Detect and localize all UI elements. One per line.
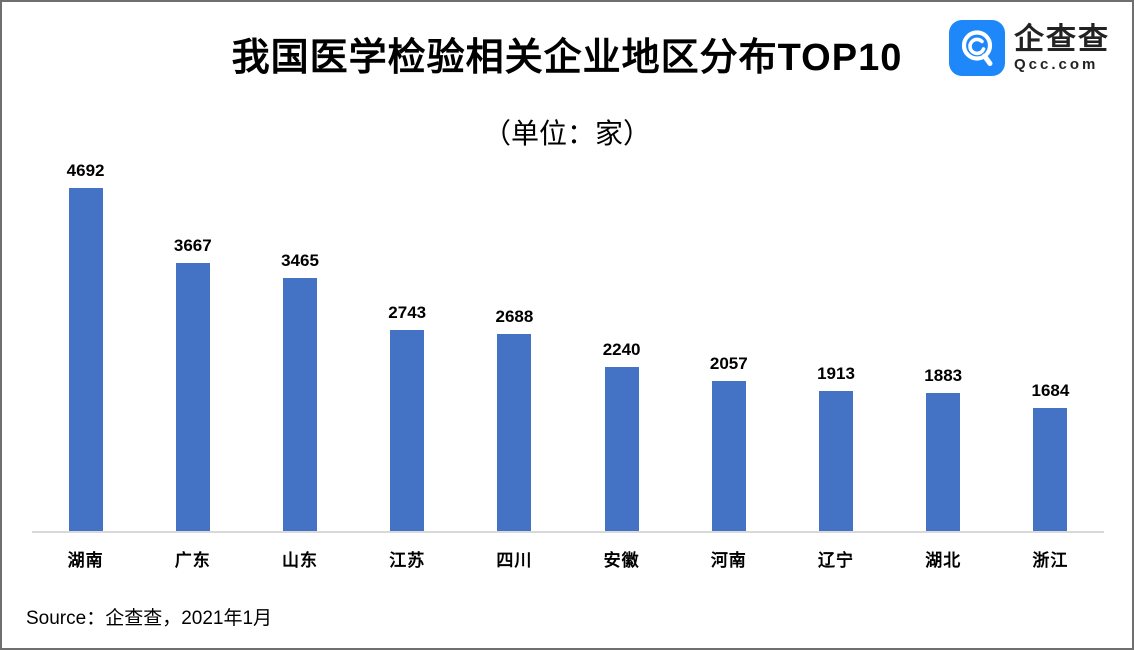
bar-value-label: 2057	[709, 354, 748, 373]
plot-area: 4692 3667 3465 2743 2688 2240 2057 1913 1883 1684	[32, 161, 1104, 533]
x-axis-label: 江苏	[389, 551, 426, 570]
bar-column-河南: 2057	[675, 188, 782, 531]
bar-column-山东: 3465	[246, 188, 353, 531]
x-axis-labels: 湖南 广东 山东 江苏 四川 安徽 河南 辽宁 湖北 浙江	[32, 546, 1104, 571]
x-axis-label: 山东	[282, 551, 318, 570]
bar-value-label: 4692	[66, 161, 105, 180]
qcc-logo: 企查查 Qcc.com	[949, 20, 1110, 76]
bar-value-label: 3465	[281, 251, 319, 270]
x-axis-label: 湖北	[925, 551, 962, 570]
bar-column-安徽: 2240	[568, 188, 675, 531]
x-axis-label: 广东	[174, 551, 211, 570]
x-axis-label: 湖南	[67, 551, 104, 570]
x-axis-label: 辽宁	[818, 551, 855, 570]
bar	[390, 330, 425, 531]
bar	[604, 367, 639, 531]
qcc-magnifier-icon	[949, 20, 1005, 76]
source-text: Source：企查查，2021年1月	[26, 608, 273, 629]
bar	[175, 263, 210, 531]
bar-column-辽宁: 1913	[782, 188, 889, 531]
bar-value-label: 3667	[173, 236, 212, 255]
chart-footer: Source：企查查，2021年1月	[26, 603, 272, 630]
bar-value-label: 1684	[1031, 381, 1070, 400]
x-axis-label: 安徽	[603, 551, 640, 570]
bar	[283, 278, 317, 531]
bar	[68, 188, 103, 531]
bar-column-浙江: 1684	[997, 188, 1104, 531]
qcc-logo-text: 企查查 Qcc.com	[1014, 23, 1110, 74]
bar-column-广东: 3667	[139, 188, 246, 531]
qcc-logo-domain: Qcc.com	[1014, 55, 1099, 73]
bar-value-label: 2240	[602, 340, 641, 359]
bar	[819, 391, 854, 531]
x-axis-label: 浙江	[1032, 551, 1069, 570]
x-axis-label: 四川	[496, 551, 533, 570]
bar-value-label: 1883	[924, 366, 963, 385]
bar	[1033, 408, 1068, 531]
bar	[497, 334, 532, 531]
chart-header: 我国医学检验相关企业地区分布TOP10 企查查 Qcc.com	[2, 2, 1132, 98]
bar-column-湖北: 1883	[890, 188, 997, 531]
page-title: 我国医学检验相关企业地区分布TOP10	[231, 37, 903, 79]
bar-value-label: 1913	[817, 364, 855, 383]
bar-value-label: 2743	[388, 303, 427, 322]
bar-column-湖南: 4692	[32, 161, 139, 531]
x-axis-label: 河南	[710, 551, 747, 570]
bar-chart: 4692 3667 3465 2743 2688 2240 2057 1913 1883 1684…	[32, 161, 1104, 571]
bar	[926, 393, 961, 531]
bar-column-四川: 2688	[461, 188, 568, 531]
qcc-logo-name: 企查查	[1014, 22, 1110, 56]
bar	[711, 381, 746, 531]
bar-value-label: 2688	[495, 307, 534, 326]
chart-subtitle: （单位：家）	[482, 118, 651, 149]
bar-column-江苏: 2743	[354, 188, 461, 531]
